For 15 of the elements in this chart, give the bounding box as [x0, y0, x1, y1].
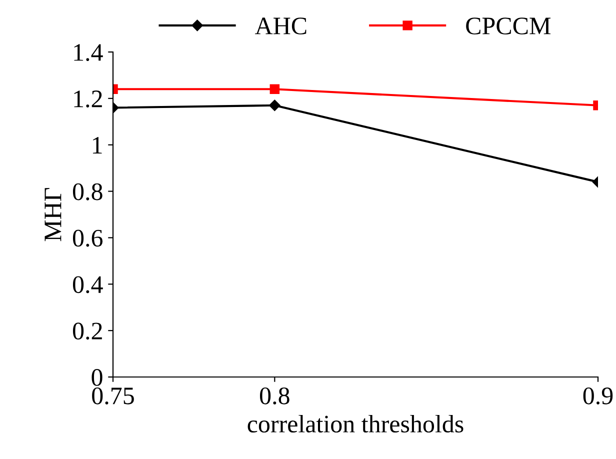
- legend-label: CPCCM: [466, 18, 550, 34]
- y-tick-label: 1: [92, 137, 102, 154]
- x-tick-label: 0.75: [92, 387, 134, 404]
- x-axis-title: correlation thresholds: [248, 414, 464, 433]
- y-tick-label: 1.4: [74, 44, 103, 62]
- y-tick-label: 0.8: [72, 183, 102, 200]
- y-tick-label: 0: [92, 369, 102, 386]
- y-tick-label: 0.6: [72, 230, 103, 247]
- x-tick-label: 0.8: [260, 387, 290, 404]
- y-axis-title: MHГ: [44, 188, 62, 242]
- y-tick-label: 0.4: [72, 276, 103, 294]
- x-tick-label: 0.9: [583, 387, 613, 404]
- y-tick-label: 0.2: [72, 322, 102, 340]
- y-tick-label: 1.2: [74, 90, 102, 108]
- legend-label: AHC: [255, 18, 306, 34]
